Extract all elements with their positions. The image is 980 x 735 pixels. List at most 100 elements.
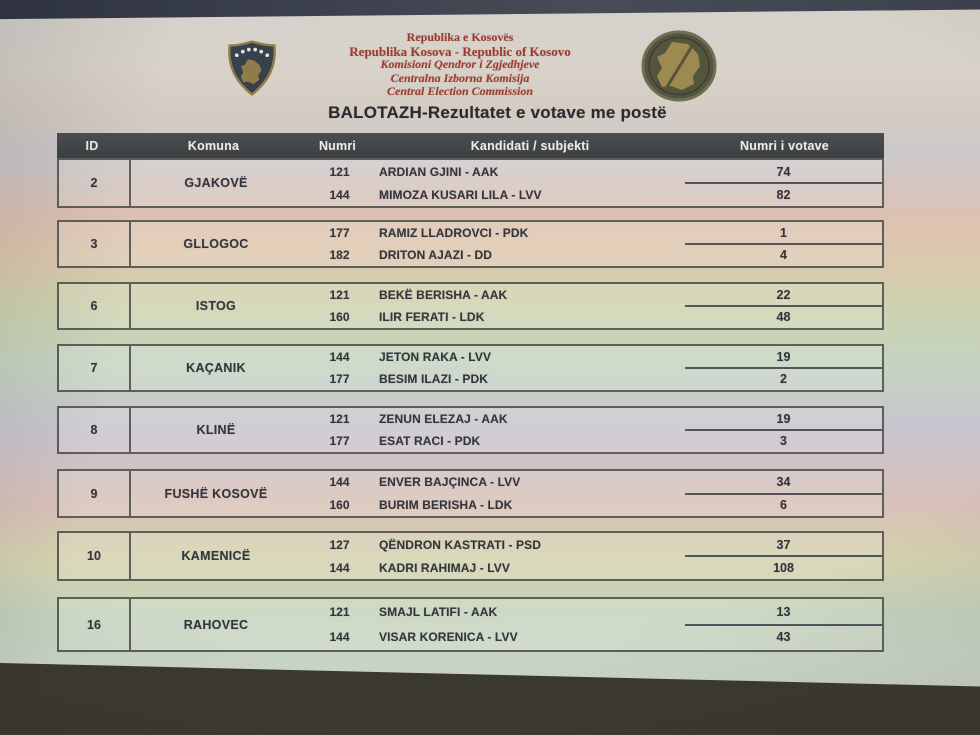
candidate-row: 160 BURIM BERISHA - LDK 6 <box>302 494 882 517</box>
vote-count: 22 <box>776 288 791 302</box>
candidate-row: 144 ENVER BAJÇINCA - LVV 34 <box>302 471 882 494</box>
municipality-id: 3 <box>59 222 131 266</box>
vote-count: 34 <box>776 475 791 490</box>
candidate-number: 127 <box>329 537 350 552</box>
org-line-5: Central Election Commission <box>386 84 534 98</box>
candidate-number: 144 <box>329 560 350 575</box>
municipality-id: 6 <box>59 284 131 328</box>
municipality-id: 9 <box>59 471 131 516</box>
candidate-number: 121 <box>329 604 350 619</box>
candidate-number: 144 <box>329 630 350 645</box>
org-line-4: Centralna Izborna Komisija <box>390 70 530 85</box>
candidate-row: 160 ILIR FERATI - LDK 48 <box>302 306 882 328</box>
column-header-numri: Numri <box>318 138 357 153</box>
municipality-group-gjakove: 2 GJAKOVË 121 ARDIAN GJINI - AAK 74 144 … <box>57 158 884 208</box>
candidate-row: 177 BESIM ILAZI - PDK 2 <box>302 368 882 390</box>
candidate-number: 121 <box>329 288 350 302</box>
cec-seal-icon <box>640 30 718 107</box>
candidate-row: 177 RAMIZ LLADROVCI - PDK 1 <box>302 222 882 244</box>
vote-count: 1 <box>780 226 787 240</box>
votes-divider <box>685 555 882 557</box>
candidate-row: 144 MIMOZA KUSARI LILA - LVV 82 <box>302 183 882 206</box>
candidate-number: 121 <box>329 412 350 426</box>
candidate-row: 144 VISAR KORENICA - LVV 43 <box>302 625 882 651</box>
votes-divider <box>685 305 882 307</box>
municipality-id: 10 <box>59 533 131 579</box>
votes-divider <box>685 243 882 245</box>
municipality-id: 8 <box>59 408 131 452</box>
candidate-number: 144 <box>329 475 350 490</box>
municipality-group-kamenice: 10 KAMENICË 127 QËNDRON KASTRATI - PSD 3… <box>57 531 884 581</box>
candidate-number: 182 <box>329 248 350 262</box>
vote-count: 43 <box>776 630 791 645</box>
votes-divider <box>685 367 882 369</box>
municipality-group-istog: 6 ISTOG 121 BEKË BERISHA - AAK 22 160 IL… <box>57 282 884 330</box>
votes-divider <box>685 623 882 626</box>
candidate-name: JETON RAKA - LVV <box>379 350 492 364</box>
candidate-row: 121 SMAJL LATIFI - AAK 13 <box>302 599 882 625</box>
candidate-name: BEKË BERISHA - AAK <box>379 288 508 302</box>
candidate-row: 144 KADRI RAHIMAJ - LVV 108 <box>302 556 882 579</box>
vote-count: 48 <box>776 310 791 324</box>
municipality-group-gllogoc: 3 GLLOGOC 177 RAMIZ LLADROVCI - PDK 1 18… <box>57 220 884 268</box>
municipality-id: 2 <box>59 160 131 206</box>
candidate-name: ILIR FERATI - LDK <box>379 310 485 324</box>
kosovo-coat-of-arms-icon <box>224 38 280 103</box>
page-title: BALOTAZH-Rezultatet e votave me postë <box>328 103 667 122</box>
candidate-name: VISAR KORENICA - LVV <box>379 630 518 645</box>
vote-count: 19 <box>776 350 791 364</box>
vote-count: 3 <box>780 434 787 448</box>
candidate-row: 127 QËNDRON KASTRATI - PSD 37 <box>302 533 882 556</box>
votes-divider <box>685 429 882 431</box>
candidate-name: ZENUN ELEZAJ - AAK <box>379 412 508 426</box>
org-line-3: Komisioni Qendror i Zgjedhjeve <box>380 57 540 71</box>
candidate-name: RAMIZ LLADROVCI - PDK <box>379 226 529 240</box>
municipality-name: GJAKOVË <box>184 176 248 190</box>
org-line-2: Republika Kosova - Republic of Kosovo <box>349 43 571 59</box>
municipality-name: KLINË <box>196 423 236 437</box>
candidate-name: ESAT RACI - PDK <box>379 434 481 448</box>
municipality-group-kline: 8 KLINË 121 ZENUN ELEZAJ - AAK 19 177 ES… <box>57 406 884 454</box>
candidate-name: ARDIAN GJINI - AAK <box>379 164 499 179</box>
municipality-name: KAÇANIK <box>186 361 246 375</box>
candidate-number: 160 <box>329 310 350 324</box>
vote-count: 37 <box>776 537 791 552</box>
municipality-name: ISTOG <box>195 299 237 313</box>
vote-count: 2 <box>780 372 787 386</box>
municipality-name: FUSHË KOSOVË <box>164 486 268 501</box>
candidate-row: 177 ESAT RACI - PDK 3 <box>302 430 882 452</box>
municipality-group-fushe-kosove: 9 FUSHË KOSOVË 144 ENVER BAJÇINCA - LVV … <box>57 469 884 518</box>
candidate-name: BURIM BERISHA - LDK <box>379 497 513 512</box>
table-header-row: ID Komuna Numri Kandidati / subjekti Num… <box>57 133 884 158</box>
institution-header: Republika e Kosovës Republika Kosova - R… <box>260 30 660 99</box>
candidate-row: 121 ARDIAN GJINI - AAK 74 <box>302 160 882 183</box>
candidate-number: 177 <box>329 434 350 448</box>
vote-count: 74 <box>776 164 791 179</box>
candidate-name: ENVER BAJÇINCA - LVV <box>379 475 521 490</box>
candidate-number: 177 <box>329 226 350 240</box>
candidate-name: QËNDRON KASTRATI - PSD <box>379 537 541 552</box>
candidate-name: BESIM ILAZI - PDK <box>379 372 489 386</box>
municipality-group-kacanik: 7 KAÇANIK 144 JETON RAKA - LVV 19 177 BE… <box>57 344 884 392</box>
org-line-1: Republika e Kosovës <box>406 30 514 44</box>
candidate-row: 121 ZENUN ELEZAJ - AAK 19 <box>302 408 882 430</box>
candidate-name: SMAJL LATIFI - AAK <box>379 604 498 619</box>
municipality-group-rahovec: 16 RAHOVEC 121 SMAJL LATIFI - AAK 13 144… <box>57 597 884 652</box>
municipality-id: 7 <box>59 346 131 390</box>
candidate-number: 144 <box>329 350 350 364</box>
candidate-name: KADRI RAHIMAJ - LVV <box>379 560 511 575</box>
candidate-name: MIMOZA KUSARI LILA - LVV <box>379 187 542 202</box>
votes-divider <box>685 492 882 495</box>
municipality-name: RAHOVEC <box>183 617 249 632</box>
vote-count: 19 <box>776 412 791 426</box>
candidate-row: 144 JETON RAKA - LVV 19 <box>302 346 882 368</box>
column-header-votes: Numri i votave <box>740 138 829 153</box>
vote-count: 108 <box>773 560 794 575</box>
candidate-row: 121 BEKË BERISHA - AAK 22 <box>302 284 882 306</box>
vote-count: 13 <box>776 604 791 619</box>
candidate-name: DRITON AJAZI - DD <box>379 248 493 262</box>
candidate-number: 177 <box>329 372 350 386</box>
column-header-komuna: Komuna <box>187 138 240 153</box>
vote-count: 82 <box>776 187 791 202</box>
